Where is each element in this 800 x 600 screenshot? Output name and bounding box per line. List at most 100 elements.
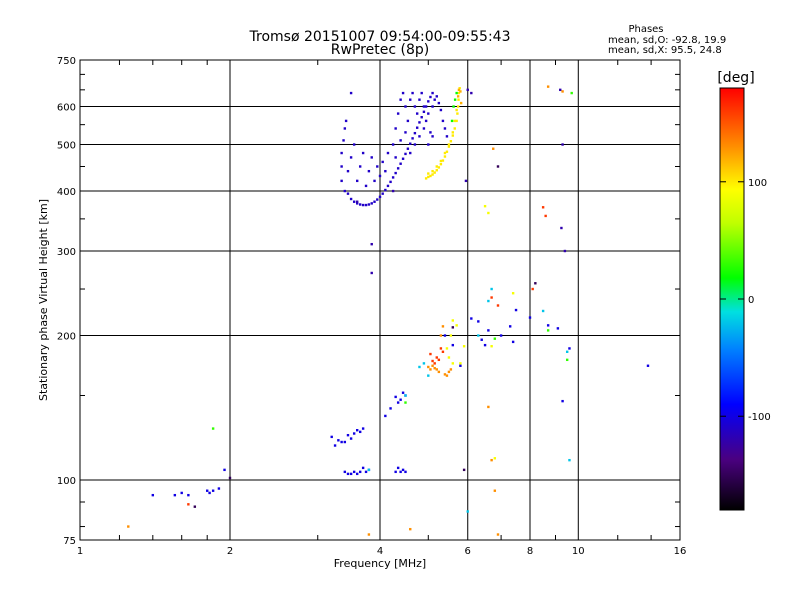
data-point [459, 101, 463, 105]
data-point [452, 105, 455, 108]
data-point [457, 88, 461, 92]
data-point [333, 444, 337, 447]
data-point [493, 457, 497, 460]
point-group-lower-mixed-cyan [367, 287, 571, 513]
data-point [340, 440, 343, 444]
info-heading: Phases [628, 24, 663, 35]
point-group-lower-mixed-red [187, 206, 547, 506]
point-group-x-f2-orange [456, 88, 463, 105]
data-point [173, 493, 177, 497]
data-point [453, 119, 456, 123]
point-group-lower-mixed-orange [127, 85, 564, 536]
data-point [457, 98, 460, 101]
data-point [431, 359, 434, 363]
data-point [343, 189, 347, 193]
data-point [364, 470, 368, 474]
data-point [384, 188, 387, 192]
data-point [361, 466, 365, 470]
data-point [456, 95, 460, 98]
data-point [431, 105, 434, 108]
data-point [352, 470, 356, 474]
data-point [127, 525, 130, 528]
data-point [378, 195, 382, 199]
data-point [344, 119, 348, 123]
data-point [399, 139, 402, 142]
data-point [349, 197, 353, 201]
data-point [439, 108, 443, 112]
data-point [462, 345, 466, 348]
y-tick-label: 100 [57, 476, 76, 487]
data-point [435, 356, 438, 359]
data-point [355, 200, 359, 203]
point-group-o-f2-top [349, 91, 449, 138]
data-point [437, 166, 441, 169]
data-point [355, 179, 359, 183]
data-point [433, 98, 436, 101]
data-point [429, 174, 432, 178]
data-point [451, 319, 455, 322]
data-point [376, 198, 379, 201]
data-point [415, 112, 419, 115]
x-tick-label: 16 [674, 546, 687, 557]
data-point [511, 340, 515, 344]
data-point [450, 119, 454, 123]
data-point [205, 489, 209, 492]
data-point [406, 147, 410, 150]
data-point [386, 151, 390, 155]
data-point [493, 337, 497, 340]
data-point [429, 95, 432, 99]
data-point [449, 140, 453, 143]
y-tick-label: 75 [63, 536, 76, 547]
data-point [429, 131, 432, 134]
data-point [427, 374, 430, 377]
data-point [439, 159, 443, 163]
data-point [151, 493, 155, 497]
data-point [401, 468, 405, 472]
data-point [343, 127, 347, 130]
data-point [413, 105, 417, 108]
data-point [646, 364, 650, 367]
colorbar-ticks: 100 0 -100 [720, 178, 771, 423]
data-point [355, 429, 359, 432]
data-point [456, 112, 459, 115]
y-tick-label: 200 [57, 332, 76, 343]
data-point [445, 347, 449, 350]
data-point [459, 362, 462, 365]
data-point [565, 350, 569, 353]
data-point [455, 324, 458, 327]
data-point [391, 176, 395, 179]
data-point [435, 169, 438, 172]
point-group-o-f2-trace [340, 91, 436, 207]
data-point [389, 180, 392, 184]
colorbar-tick-label: 0 [748, 295, 754, 306]
data-point [427, 112, 430, 115]
data-point [404, 152, 407, 156]
colorbar-label: [deg] [717, 70, 754, 86]
data-point [187, 503, 190, 506]
data-point [441, 119, 445, 123]
data-point [396, 112, 400, 115]
data-point [441, 350, 445, 353]
data-point [180, 491, 183, 495]
y-tick-label: 300 [57, 247, 76, 258]
data-point [490, 287, 493, 291]
data-point [431, 135, 434, 138]
data-point [399, 470, 402, 474]
data-point [427, 143, 430, 146]
data-point [418, 365, 421, 369]
point-group-x-f2-trace [424, 87, 461, 180]
data-point [451, 343, 455, 347]
data-point [346, 192, 350, 195]
data-point [477, 334, 480, 337]
data-point [443, 155, 447, 158]
data-point [429, 352, 432, 356]
data-point [546, 324, 550, 327]
data-point [373, 200, 376, 203]
data-point [376, 165, 379, 168]
data-point [496, 533, 500, 536]
data-point [389, 407, 392, 410]
data-point [420, 91, 423, 95]
data-point [570, 91, 573, 95]
data-point [361, 427, 365, 430]
data-point [447, 370, 451, 374]
